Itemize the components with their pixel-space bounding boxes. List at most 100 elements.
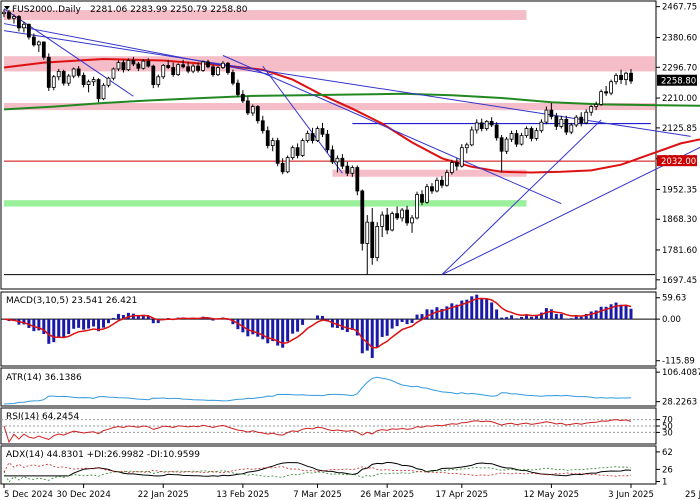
- candle-body: [181, 64, 186, 68]
- candle-body: [559, 118, 564, 127]
- price-axis: 2467.752380.602296.702210.002125.852039.…: [656, 3, 697, 286]
- macd-bar: [340, 319, 344, 330]
- chart-title: FUS2000..Daily: [12, 5, 82, 15]
- macd-bar: [549, 309, 553, 320]
- candle-body: [440, 179, 444, 186]
- horizontal-levels: [4, 123, 655, 276]
- candle-body: [101, 84, 106, 100]
- macd-bar: [420, 314, 424, 320]
- candle-body: [464, 144, 469, 149]
- candle-body: [514, 133, 519, 145]
- candle-body: [385, 214, 390, 231]
- macd-bar: [296, 319, 300, 332]
- macd-bar: [211, 319, 215, 321]
- candle-body: [390, 213, 395, 231]
- title-marker-icon: [4, 6, 10, 10]
- candle-body: [569, 124, 574, 133]
- adx-label: ADX(14) 44.8301 +DI:26.9982 -DI:10.9599: [6, 450, 200, 460]
- candle-body: [300, 140, 305, 156]
- candle-body: [12, 16, 16, 19]
- macd-bar: [246, 319, 250, 337]
- candle-body: [176, 64, 181, 76]
- time-tick-label: 17 Apr 2025: [436, 490, 489, 500]
- candle-body: [350, 167, 355, 174]
- candle-body: [201, 61, 205, 71]
- macd-bar: [515, 318, 519, 320]
- macd-bar: [345, 319, 349, 332]
- rsi-line: [1, 419, 656, 444]
- macd-bar: [350, 319, 354, 330]
- macd-bar: [599, 306, 603, 320]
- candle-body: [290, 147, 295, 159]
- candle-body: [191, 65, 195, 72]
- candle-body: [380, 214, 385, 227]
- macd-bar: [22, 319, 26, 325]
- candle-body: [275, 140, 280, 164]
- macd-bar: [574, 315, 578, 320]
- macd-bar: [624, 304, 628, 320]
- candle-body: [489, 121, 494, 126]
- macd-bar: [360, 319, 364, 354]
- price-tick-label: 2467.75: [662, 3, 697, 13]
- candle-body: [554, 116, 559, 127]
- candle-body: [46, 56, 51, 88]
- macd-bar: [475, 294, 479, 320]
- candle-body: [415, 194, 419, 219]
- macd-bar: [604, 306, 608, 320]
- macd-bar: [47, 319, 51, 344]
- candle-body: [231, 72, 235, 84]
- macd-bar: [579, 316, 583, 320]
- candle-body: [459, 147, 464, 167]
- candle-body: [126, 60, 131, 71]
- candle-body: [116, 62, 121, 70]
- candle-body: [330, 149, 335, 163]
- candle-body: [325, 133, 330, 151]
- candle-body: [151, 65, 156, 85]
- candle-body: [245, 100, 250, 114]
- trend-line: [441, 119, 602, 276]
- macd-bar: [266, 319, 270, 344]
- candle-body: [166, 65, 171, 68]
- macd-bar: [490, 302, 494, 320]
- macd-bar: [97, 319, 101, 332]
- macd-bar: [445, 306, 449, 320]
- candle-body: [395, 213, 400, 219]
- candle-body: [51, 76, 56, 88]
- candle-body: [161, 65, 166, 78]
- macd-bar: [365, 319, 369, 351]
- candle-body: [171, 67, 176, 76]
- macd-bar: [500, 317, 504, 320]
- rsi-tick-label: 70: [662, 416, 673, 426]
- zone: [332, 169, 527, 177]
- adx-tick-label: 62: [662, 448, 673, 458]
- candle-body: [31, 36, 36, 46]
- macd-bar: [450, 303, 454, 320]
- candle-body: [410, 217, 414, 224]
- price-tick-label: 2380.60: [662, 34, 697, 44]
- macd-bar: [251, 319, 255, 335]
- macd-bar: [505, 317, 509, 320]
- candle-body: [91, 79, 96, 83]
- candle-body: [250, 106, 255, 114]
- candle-body: [106, 77, 111, 86]
- macd-bar: [594, 310, 598, 320]
- macd-bar: [390, 319, 394, 329]
- macd-bar: [62, 319, 66, 338]
- candle-body: [619, 74, 623, 81]
- macd-bar: [455, 304, 459, 320]
- price-tick-label: 1952.35: [662, 185, 697, 195]
- macd-tick-label: 59.63: [662, 294, 686, 304]
- candle-body: [295, 147, 300, 156]
- macd-bar: [510, 315, 514, 320]
- svg-text:2032.00: 2032.00: [661, 157, 696, 167]
- macd-bar: [121, 314, 125, 320]
- time-tick-label: 26 Mar 2025: [360, 490, 414, 500]
- macd-bar: [320, 315, 324, 320]
- macd-bar: [425, 309, 429, 320]
- candle-body: [599, 91, 604, 105]
- zone: [4, 200, 527, 207]
- candle-body: [400, 209, 404, 219]
- candle-body: [435, 179, 439, 192]
- candle-body: [7, 11, 11, 19]
- candle-body: [335, 157, 340, 163]
